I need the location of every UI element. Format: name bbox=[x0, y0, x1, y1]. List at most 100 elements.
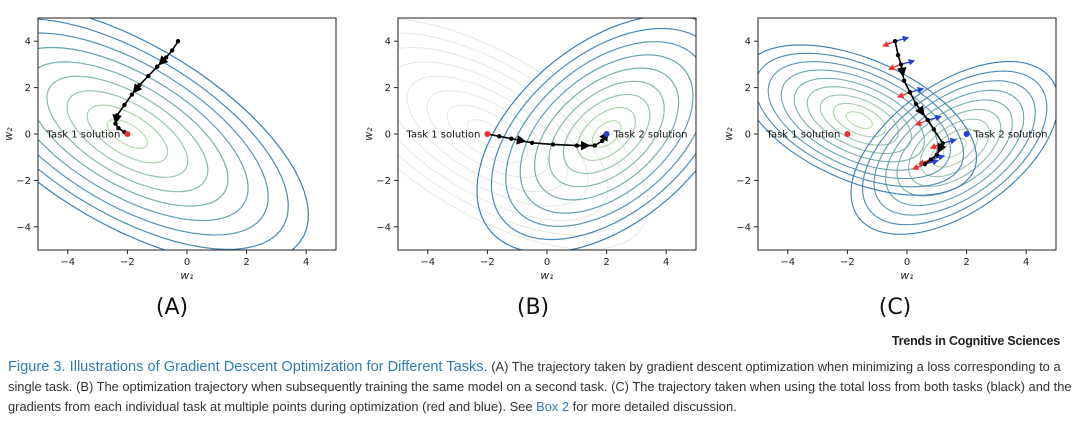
contour-line bbox=[490, 27, 696, 241]
faint-contour-line bbox=[446, 104, 529, 164]
trajectory-point bbox=[895, 52, 901, 58]
x-tick-label: −2 bbox=[120, 257, 135, 268]
x-axis-label: w₁ bbox=[540, 269, 553, 282]
contour-line bbox=[845, 111, 873, 129]
x-axis-label: w₁ bbox=[180, 269, 193, 282]
faint-contour-line bbox=[466, 119, 508, 149]
contour-line bbox=[767, 61, 952, 180]
contour-line bbox=[931, 128, 979, 168]
trajectory-point bbox=[155, 64, 160, 69]
trajectory-point bbox=[599, 138, 605, 144]
box-2-link[interactable]: Box 2 bbox=[536, 399, 570, 414]
trajectory-point bbox=[592, 143, 597, 148]
trajectory-arrowhead bbox=[896, 64, 907, 78]
contour-line bbox=[505, 41, 696, 227]
contour-line bbox=[66, 90, 189, 178]
solution-point bbox=[603, 131, 610, 137]
trajectory-point bbox=[550, 142, 556, 147]
trajectory-arrowhead bbox=[511, 135, 527, 145]
y-tick-label: −2 bbox=[736, 176, 751, 187]
x-tick-label: −2 bbox=[840, 257, 855, 268]
trajectory-arrowhead bbox=[132, 83, 143, 94]
y-tick-label: 2 bbox=[745, 83, 751, 94]
solution-label: Task 1 solution bbox=[405, 130, 480, 141]
trajectory-point bbox=[497, 134, 502, 139]
solution-label: Task 2 solution bbox=[613, 130, 688, 141]
contour-line bbox=[758, 52, 965, 188]
trajectory-point bbox=[129, 92, 135, 97]
trajectory-point bbox=[169, 48, 175, 53]
contour-line bbox=[780, 69, 939, 171]
solution-point bbox=[124, 131, 131, 137]
x-tick-label: −4 bbox=[420, 257, 435, 268]
trajectory-point bbox=[116, 126, 121, 131]
contour-plot-c: −4 −2 0 2 4 −4 −2 0 2 4 w₁ w₂ Task 1 solution Task 2 … bbox=[722, 17, 1057, 282]
journal-attribution: Trends in Cognitive Sciences bbox=[891, 334, 1060, 348]
contour-line bbox=[519, 54, 694, 214]
y-tick-label: 4 bbox=[385, 37, 391, 48]
contour-line bbox=[577, 107, 637, 161]
contour-line bbox=[819, 94, 899, 146]
faint-contour-line bbox=[398, 18, 649, 250]
contour-line bbox=[476, 18, 696, 250]
trajectory-point bbox=[146, 73, 151, 79]
trajectory-arrowhead bbox=[937, 142, 947, 154]
y-tick-label: 0 bbox=[745, 130, 751, 141]
x-tick-label: 4 bbox=[1023, 257, 1029, 268]
y-tick-label: 2 bbox=[385, 83, 391, 94]
y-tick-label: −4 bbox=[376, 222, 391, 233]
x-tick-label: 4 bbox=[303, 257, 309, 268]
caption-end: for more detailed discussion. bbox=[569, 399, 737, 414]
trajectory-point bbox=[113, 121, 118, 126]
solution-label: Task 1 solution bbox=[765, 130, 840, 141]
contour-line bbox=[885, 89, 1025, 207]
trajectory-line bbox=[487, 133, 608, 147]
trajectory-arrowhead bbox=[112, 113, 122, 125]
contour-line bbox=[850, 60, 1056, 235]
trajectory-arrowhead bbox=[915, 103, 925, 116]
y-tick-label: −2 bbox=[16, 176, 31, 187]
y-axis-label: w₂ bbox=[2, 127, 15, 141]
panel-b: −4 −2 0 2 4 −4 −2 0 2 4 w₁ w₂ Task 1 solution Task 2 … bbox=[360, 0, 705, 290]
panel-label-a: (A) bbox=[155, 295, 189, 320]
x-tick-label: 0 bbox=[904, 257, 910, 268]
panel-label-b: (B) bbox=[516, 295, 550, 320]
x-tick-label: 4 bbox=[663, 257, 669, 268]
y-tick-label: 2 bbox=[25, 83, 31, 94]
trajectory-point bbox=[529, 140, 535, 146]
trajectory-point bbox=[931, 127, 937, 132]
faint-contour-line bbox=[398, 46, 609, 222]
solution-point bbox=[484, 131, 491, 137]
trajectory-arrowhead bbox=[158, 55, 169, 66]
contour-line bbox=[38, 46, 249, 222]
x-axis-label: w₁ bbox=[900, 269, 913, 282]
x-tick-label: −2 bbox=[480, 257, 495, 268]
contour-line bbox=[562, 93, 651, 175]
contour-line bbox=[38, 18, 309, 250]
contour-line bbox=[86, 104, 169, 164]
contour-plot-a: −4 −2 0 2 4 −4 −2 0 2 4 w₁ w₂ Task 1 solution bbox=[2, 17, 337, 282]
solution-point bbox=[844, 131, 851, 137]
contour-line bbox=[38, 18, 289, 250]
contour-line bbox=[46, 75, 209, 193]
contours bbox=[758, 44, 1056, 235]
caption-body: (A) The trajectory taken by gradient des… bbox=[8, 359, 1072, 414]
trajectory-point bbox=[928, 157, 934, 162]
trajectory-point bbox=[901, 78, 907, 83]
contour-line bbox=[896, 99, 1013, 197]
contour-line bbox=[548, 80, 665, 188]
trajectory-point bbox=[175, 39, 181, 44]
x-tick-label: −4 bbox=[60, 257, 75, 268]
x-tick-label: 0 bbox=[544, 257, 550, 268]
faint-contour-line bbox=[406, 75, 569, 193]
y-tick-label: 4 bbox=[745, 37, 751, 48]
panel-a: −4 −2 0 2 4 −4 −2 0 2 4 w₁ w₂ Task 1 solution bbox=[0, 0, 345, 290]
trajectory-point bbox=[574, 143, 579, 148]
panel-c: −4 −2 0 2 4 −4 −2 0 2 4 w₁ w₂ Task 1 solution Task 2 … bbox=[720, 0, 1065, 290]
contour-line bbox=[806, 86, 912, 155]
solution-label: Task 2 solution bbox=[973, 130, 1048, 141]
x-tick-label: −4 bbox=[780, 257, 795, 268]
solution-point bbox=[963, 131, 970, 137]
trajectory-point bbox=[907, 90, 913, 95]
panel-label-c: (C) bbox=[878, 295, 912, 320]
